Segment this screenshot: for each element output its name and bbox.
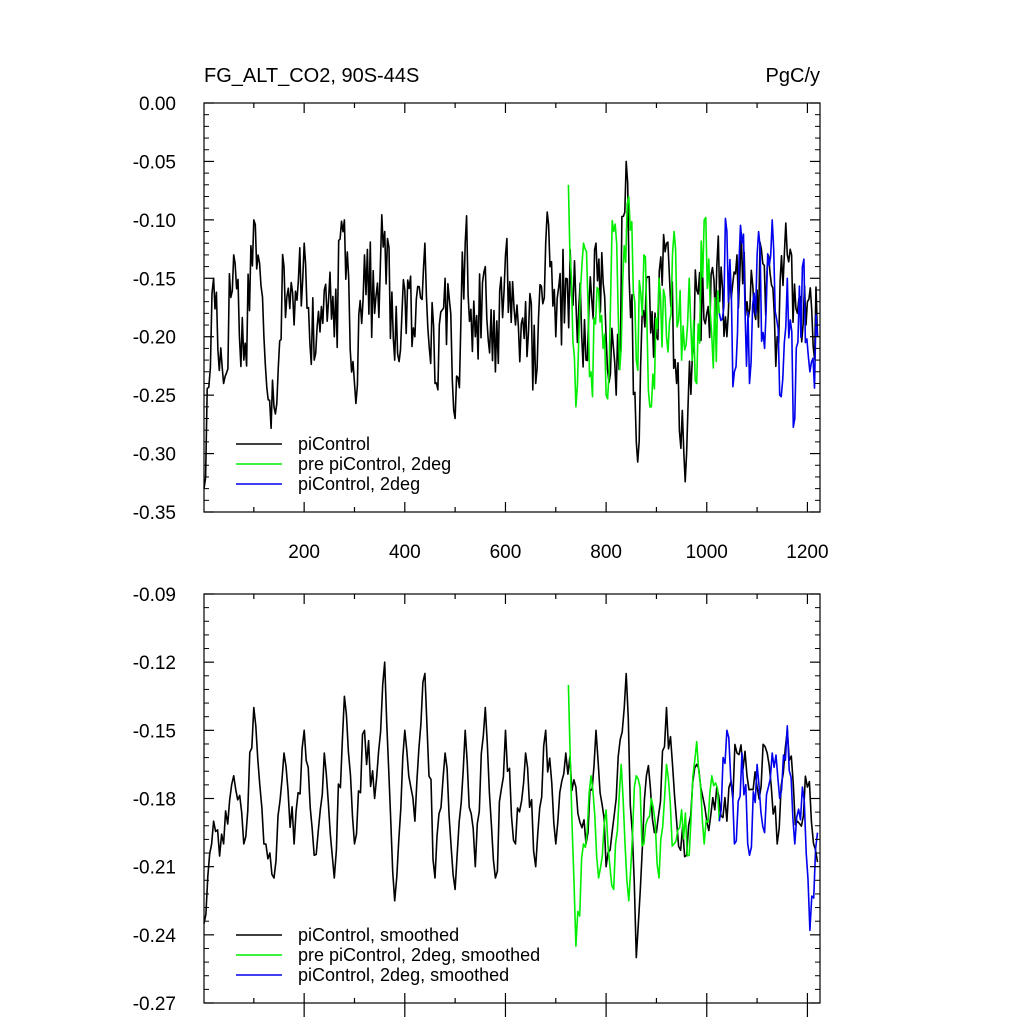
- y-tick-label: -0.15: [133, 721, 176, 742]
- y-tick-label: -0.09: [133, 585, 176, 606]
- y-tick-label: -0.24: [133, 926, 177, 947]
- y-tick-label: 0.00: [139, 94, 176, 115]
- y-tick-label: -0.12: [133, 653, 176, 674]
- x-tick-label: 400: [389, 542, 421, 563]
- series-line-pre-picontrol-2deg-smoothed: [567, 684, 721, 947]
- series-line-picontrol-2deg: [718, 217, 819, 428]
- y-tick-label: -0.35: [133, 503, 176, 524]
- panel-top: 0.00 -0.05 -0.10 -0.15 -0.20 -0.25 -0.30 -0.35 2…: [133, 94, 829, 563]
- series-line-picontrol: [203, 160, 819, 489]
- y-tick-label: -0.05: [133, 152, 176, 173]
- panel-bottom: -0.09 -0.12 -0.15 -0.18 -0.21 -0.24 -0.27 piCon…: [133, 585, 821, 1017]
- legend-label: piControl: [298, 434, 370, 454]
- x-tick-label: 600: [490, 542, 522, 563]
- y-tick-label: -0.27: [133, 994, 176, 1015]
- y-tick-label: -0.10: [133, 211, 176, 232]
- x-tick-label: 1200: [786, 542, 828, 563]
- x-tick-label: 1000: [686, 542, 728, 563]
- y-tick-label: -0.21: [133, 858, 176, 879]
- title-right: PgC/y: [766, 65, 820, 87]
- y-tick-label: -0.25: [133, 386, 176, 407]
- legend-label: piControl, 2deg: [298, 474, 420, 494]
- x-tick-label: 200: [288, 542, 320, 563]
- series-line-picontrol-smoothed: [203, 661, 819, 959]
- y-tick-label: -0.18: [133, 790, 176, 811]
- x-tick-label: 800: [590, 542, 622, 563]
- series-line-picontrol-2deg-smoothed: [718, 725, 819, 932]
- legend-label: pre piControl, 2deg, smoothed: [298, 945, 540, 965]
- plot-frame: [203, 102, 821, 513]
- legend-label: piControl, 2deg, smoothed: [298, 965, 509, 985]
- title-left: FG_ALT_CO2, 90S-44S: [204, 65, 419, 87]
- y-tick-label: -0.30: [133, 445, 176, 466]
- series-line-pre-picontrol-2deg: [567, 184, 721, 408]
- y-tick-label: -0.15: [133, 269, 176, 290]
- legend-label: piControl, smoothed: [298, 925, 459, 945]
- legend-label: pre piControl, 2deg: [298, 454, 451, 474]
- y-tick-label: -0.20: [133, 328, 176, 349]
